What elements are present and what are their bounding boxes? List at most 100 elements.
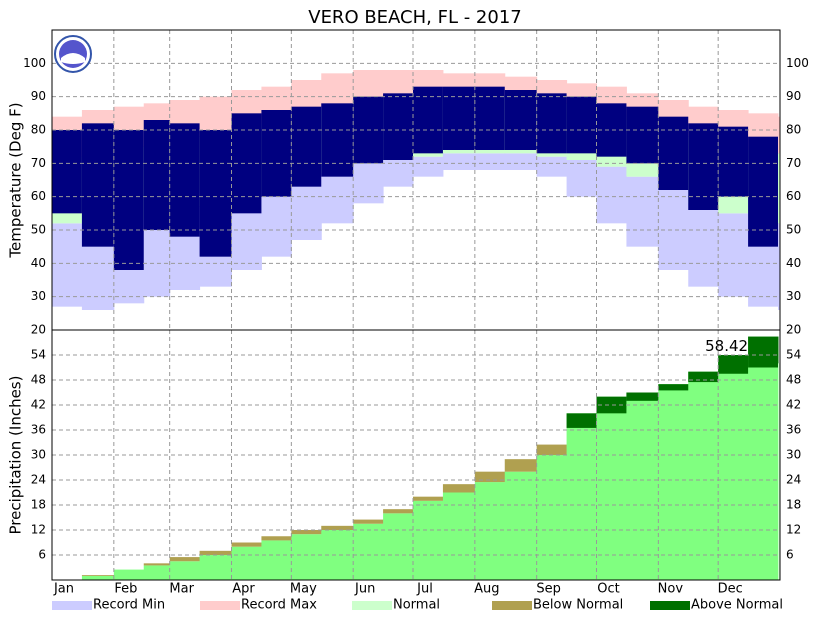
observed-area [291, 534, 322, 580]
observed-bar [688, 123, 719, 210]
y-tick-label: 60 [31, 189, 46, 203]
legend-swatch [352, 601, 392, 610]
y-tick-label: 36 [31, 423, 46, 437]
below-normal-area [291, 530, 322, 535]
observed-bar [52, 130, 83, 214]
y-tick-label: 90 [786, 89, 801, 103]
record-min-bar [353, 163, 384, 204]
record-min-bar [688, 203, 719, 287]
observed-bar [566, 96, 598, 154]
below-normal-area [231, 542, 262, 547]
observed-bar [321, 103, 354, 177]
y-tick-label: 36 [786, 423, 801, 437]
above-normal-area [566, 413, 598, 428]
observed-area [143, 565, 171, 580]
record-min-bar [413, 156, 444, 177]
y-tick-label: 100 [23, 56, 46, 70]
x-tick-label: Jun [354, 582, 375, 597]
observed-area [413, 500, 444, 580]
above-normal-area [626, 392, 659, 401]
logo [54, 35, 92, 73]
observed-area [748, 336, 779, 580]
record-min-bar [442, 153, 476, 170]
x-tick-label: Mar [169, 582, 194, 597]
record-min-bar [718, 213, 749, 297]
y-tick-label: 18 [786, 498, 801, 512]
legend-swatch [650, 601, 690, 610]
observed-bar [199, 130, 233, 257]
y-tick-label: 40 [31, 256, 46, 270]
record-min-bar [536, 156, 568, 177]
y-tick-label: 24 [31, 473, 46, 487]
record-min-bar [566, 160, 598, 197]
y-tick-label: 6 [38, 548, 46, 562]
x-tick-label: Sep [536, 582, 561, 597]
record-min-bar [52, 223, 83, 307]
below-normal-area [442, 484, 476, 493]
above-normal-area [688, 371, 719, 383]
above-normal-area [718, 355, 749, 374]
y-tick-label: 54 [31, 348, 46, 362]
observed-bar [261, 110, 292, 197]
observed-area [353, 523, 384, 580]
observed-bar [626, 106, 659, 164]
record-min-bar [291, 183, 322, 240]
annotation: 58.42 [705, 337, 748, 355]
y-tick-label: 54 [786, 348, 801, 362]
record-min-bar [143, 220, 171, 297]
observed-area [474, 482, 506, 580]
below-normal-area [383, 509, 414, 514]
y-tick-label: 30 [786, 289, 801, 303]
legend-swatch [52, 601, 92, 610]
below-normal-area [261, 536, 292, 541]
legend-label: Below Normal [533, 598, 623, 613]
observed-area [596, 396, 627, 580]
record-min-bar [383, 160, 414, 187]
observed-bar [718, 126, 749, 197]
observed-bar [169, 123, 201, 237]
y-tick-label: 60 [786, 189, 801, 203]
observed-area [442, 492, 476, 580]
observed-area [81, 575, 115, 580]
y-tick-label: 100 [786, 56, 809, 70]
normal-bar [778, 153, 781, 224]
observed-bar [143, 120, 171, 230]
above-normal-area [596, 396, 627, 414]
y-tick-label: 48 [786, 373, 801, 387]
y-tick-label: 70 [786, 156, 801, 170]
plot-frame [51, 329, 781, 581]
below-normal-area [353, 519, 384, 524]
record-min-bar [261, 190, 292, 257]
observed-bar [383, 93, 414, 160]
x-tick-label: Nov [658, 582, 684, 597]
y-tick-label: 20 [786, 323, 801, 337]
legend-label: Normal [393, 598, 440, 613]
y-tick-label: 42 [786, 398, 801, 412]
observed-area [536, 455, 568, 580]
observed-bar [413, 86, 444, 154]
y-tick-label: 20 [31, 323, 46, 337]
observed-area [199, 555, 233, 580]
observed-area [261, 540, 292, 580]
observed-area [113, 569, 145, 580]
legend-label: Record Min [93, 598, 165, 613]
observed-area [169, 561, 201, 580]
observed-bar [113, 130, 145, 270]
y-axis-label: Precipitation (Inches) [7, 376, 25, 535]
y-tick-label: 18 [31, 498, 46, 512]
below-normal-area [321, 525, 354, 530]
y-tick-label: 30 [31, 448, 46, 462]
x-tick-label: Jan [53, 582, 74, 597]
record-min-bar [778, 223, 781, 310]
y-tick-label: 12 [786, 523, 801, 537]
observed-bar [658, 116, 689, 190]
y-tick-label: 80 [786, 123, 801, 137]
above-normal-area [748, 336, 779, 368]
y-tick-label: 12 [31, 523, 46, 537]
plot: 20 20 30 30 40 40 50 50 60 60 70 70 80 80 90 90 100 100 6 6… [23, 29, 809, 613]
y-tick-label: 24 [786, 473, 801, 487]
observed-area [718, 355, 749, 580]
observed-area [504, 471, 538, 580]
x-tick-label: Aug [474, 582, 499, 597]
